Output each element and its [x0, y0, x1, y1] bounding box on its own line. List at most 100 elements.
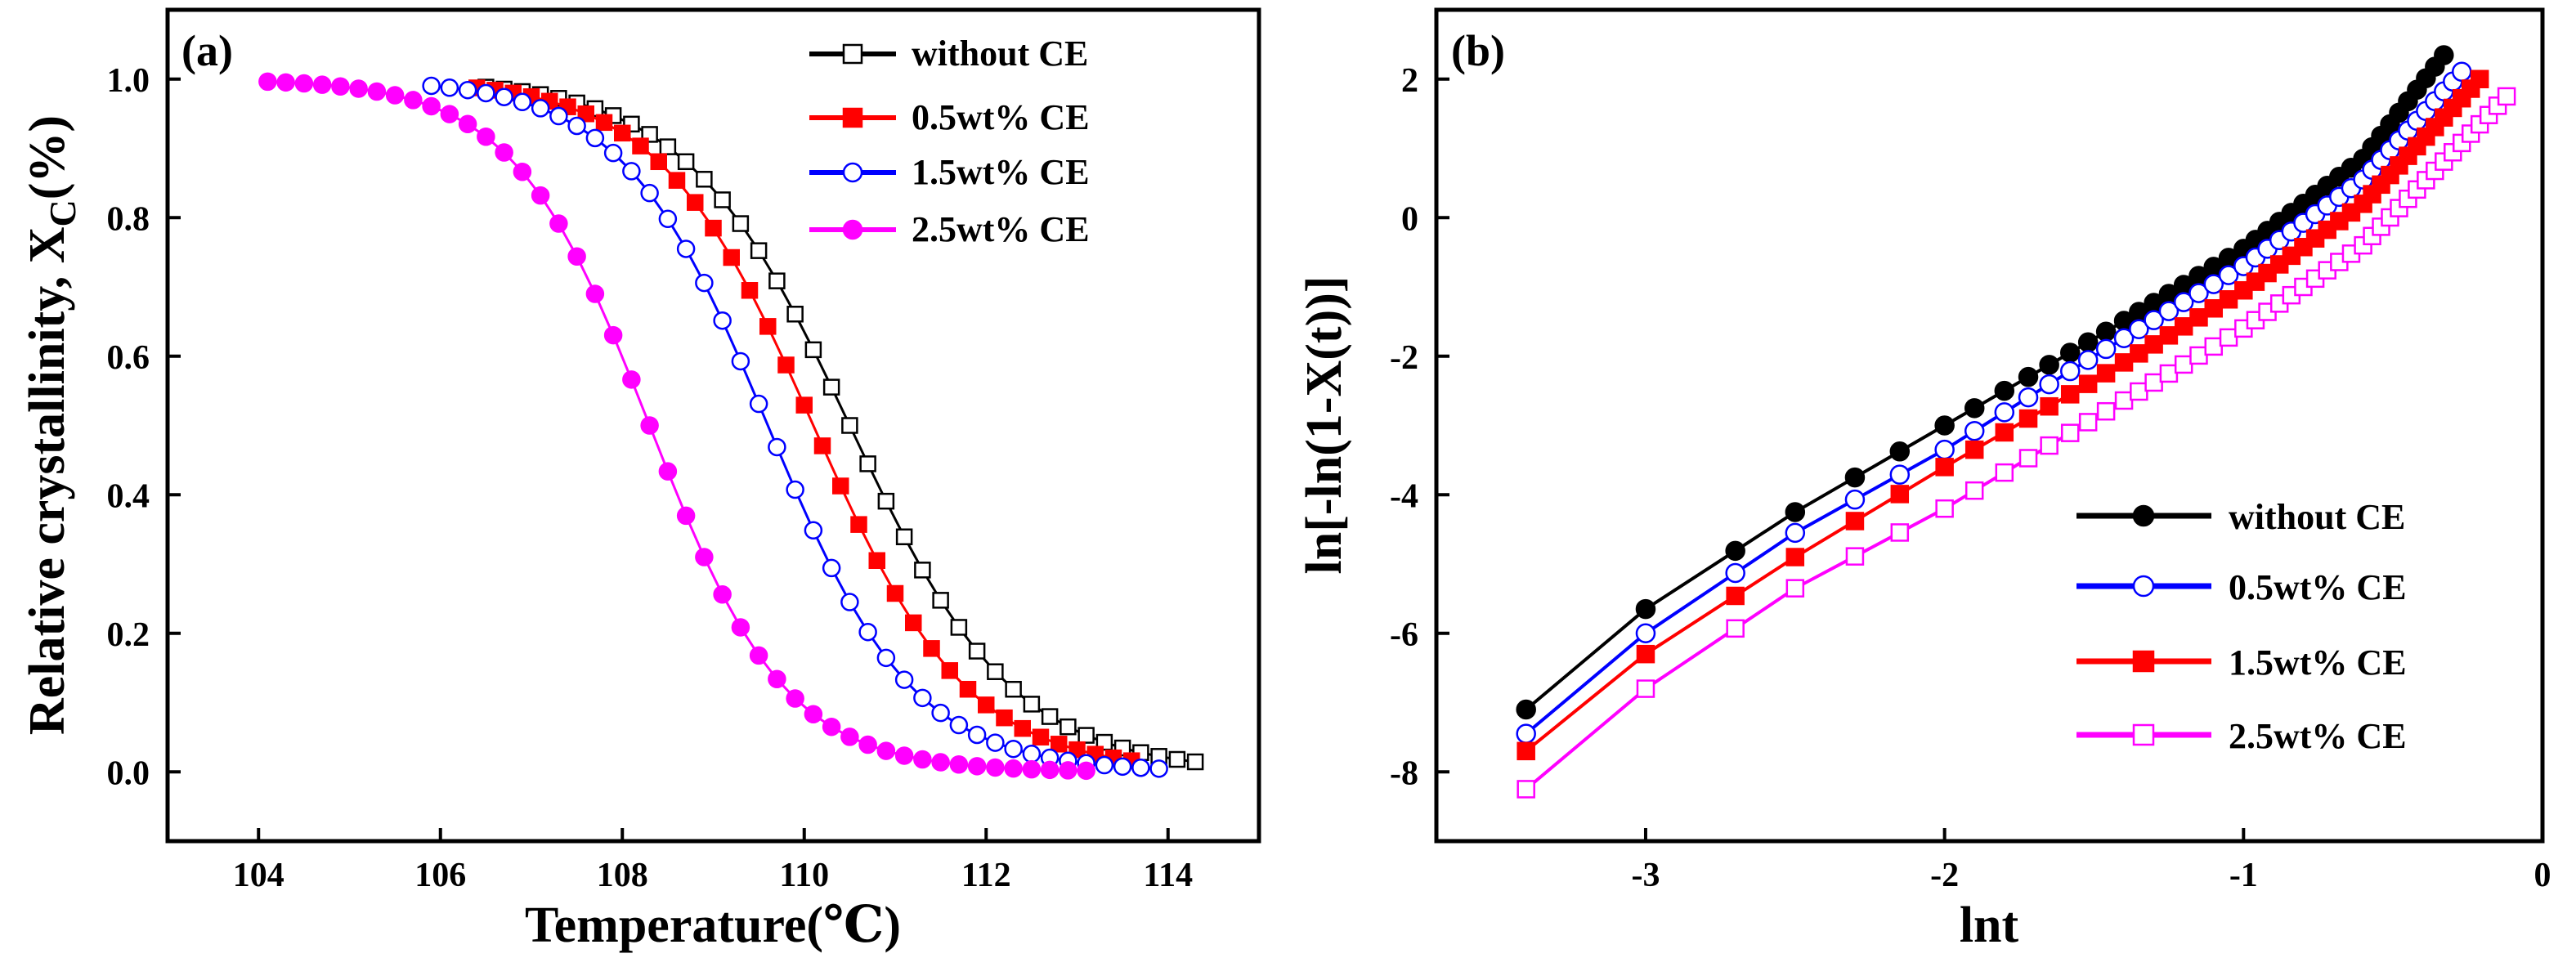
panel-a-series-0-point-13 — [714, 191, 731, 208]
panel-b-legend-label-1: 0.5wt% CE — [2229, 567, 2407, 607]
panel-a-legend-item-1: 0.5wt% CE — [809, 97, 1090, 137]
panel-a-x-ticks: 104 106 108 110 112 114 — [233, 828, 1193, 894]
panel-b-series-0-point-8 — [1994, 380, 2015, 401]
panel-b-series-1-point-1 — [1635, 623, 1656, 643]
panel-a-series-0-point-17 — [786, 306, 804, 323]
panel-b-series-3-point-21 — [2219, 328, 2238, 347]
panel-b-series-1-point-11 — [2059, 360, 2081, 382]
panel-a-series-2-point-9 — [585, 128, 605, 148]
panel-a-series-0-point-14 — [732, 215, 750, 232]
panel-a-series-0-point-16 — [768, 272, 786, 289]
panel-b-legend-label-0: without CE — [2229, 497, 2405, 537]
panel-a-y-ticks: 0.0 0.2 0.4 0.6 0.8 1.0 — [107, 62, 181, 792]
panel-a-series-3-point-45 — [1077, 761, 1095, 781]
panel-b-series-3-point-4 — [1845, 547, 1865, 566]
panel-a-y-label-tail: (%) — [20, 115, 75, 199]
panel-b-series-0-point-11 — [2059, 342, 2081, 363]
panel-a-series-0-point-28 — [987, 663, 1004, 680]
panel-b-label: (b) — [1451, 26, 1505, 75]
panel-b-series-1-point-43 — [2452, 61, 2472, 83]
panel-b-series-2-point-13 — [2096, 364, 2116, 383]
panel-a-series-3-point-16 — [549, 214, 568, 233]
panel-a-y-label-main: Relative crystallinity, X — [20, 226, 75, 735]
panel-a-y-tick-label-4: 0.8 — [107, 200, 150, 238]
panel-b-x-ticks: -3 -2 -1 0 — [1631, 828, 2551, 894]
panel-a-series-2-point-12 — [640, 183, 659, 203]
panel-b-series-2-point-19 — [2189, 308, 2208, 327]
panel-a-series-3-point-8 — [404, 91, 423, 110]
panel-a-series-2-point-13 — [658, 209, 678, 229]
panel-b-series-1-point-12 — [2077, 350, 2099, 370]
panel-a-series-3-point-14 — [513, 163, 532, 181]
panel-a-x-axis-label: Temperature(℃) — [525, 898, 901, 953]
panel-a-series-1-point-9 — [632, 137, 649, 154]
panel-b-series-2-point-11 — [2060, 385, 2080, 404]
panel-b-y-tick-label-3: -2 — [1390, 339, 1418, 377]
panel-a-series-1-point-12 — [687, 194, 704, 211]
panel-b-legend-label-3: 2.5wt% CE — [2229, 716, 2407, 756]
panel-b-series-2-point-5 — [1890, 485, 1910, 504]
panel-b-series-0-point-6 — [1934, 415, 1955, 436]
panel-a-series-2-point-10 — [603, 143, 623, 163]
panel-b-y-tick-label-0: -8 — [1390, 754, 1418, 792]
panel-b-series-0 — [1516, 45, 2454, 720]
panel-a-legend-icon-0 — [809, 43, 896, 65]
panel-a-series-1-point-20 — [832, 477, 849, 495]
panel-b-series-2-point-21 — [2219, 290, 2238, 309]
panel-a-series-2-point-31 — [986, 733, 1005, 752]
panel-a-series-0-point-15 — [750, 242, 768, 259]
panel-b-series-0-point-3 — [1785, 502, 1806, 522]
panel-a-series-0-point-31 — [1041, 708, 1059, 725]
panel-a-series-1-point-8 — [614, 124, 631, 142]
panel-b-series-1-point-8 — [1994, 402, 2015, 423]
panel-b-series-0-point-10 — [2039, 355, 2059, 375]
panel-b-series-3-point-14 — [2114, 391, 2134, 410]
panel-a-x-tick-label-0: 104 — [233, 857, 284, 894]
panel-a-legend-item-2: 1.5wt% CE — [809, 152, 1090, 192]
panel-a-series-3-point-20 — [622, 370, 641, 389]
panel-a-series-3-point-38 — [949, 754, 969, 774]
panel-b-series-1-point-3 — [1785, 522, 1806, 544]
panel-a-legend-label-2: 1.5wt% CE — [912, 152, 1090, 192]
panel-a-series-3-point-37 — [931, 753, 950, 772]
panel-b-series-0-point-9 — [2018, 366, 2039, 387]
panel-a-frame — [165, 7, 1261, 844]
panel-b-series-2-point-6 — [1935, 458, 1954, 477]
panel-a-y-tick-label-0: 0.0 — [107, 754, 150, 792]
panel-a-series-3-point-28 — [768, 669, 786, 688]
panel-b-legend-item-3: 2.5wt% CE — [2076, 716, 2407, 756]
panel-a-series-0-point-33 — [1077, 727, 1095, 744]
panel-b-series-2-point-2 — [1726, 586, 1745, 606]
panel-a-series-0-point-12 — [696, 171, 713, 188]
panel-a-series-2-point-37 — [1095, 755, 1114, 775]
panel-a-series-0-point-20 — [841, 417, 858, 434]
panel-b-series-3-point-9 — [2018, 449, 2038, 468]
panel-a-series-2-point-4 — [495, 87, 513, 106]
panel-a-series-0-point-29 — [1005, 680, 1022, 698]
panel-a-y-tick-label-3: 0.6 — [107, 339, 150, 377]
panel-b-series-1-point-9 — [2018, 387, 2039, 408]
panel-a-legend-label-3: 2.5wt% CE — [912, 209, 1090, 249]
panel-a-x-tick-label-2: 108 — [597, 857, 648, 894]
panel-a-series-1-point-17 — [777, 356, 795, 374]
panel-b-series-0-point-5 — [1889, 441, 1911, 462]
panel-a-series-0-point-19 — [822, 378, 840, 396]
panel-b: -3 -2 -1 0 -8 -6 -4 -2 0 2 (b) lnt ln[-ln(1-X(t)… — [1297, 7, 2551, 953]
panel-a-series-1-point-16 — [759, 318, 777, 335]
panel-b-series-3-point-48 — [2497, 87, 2516, 106]
panel-b-series-2-point-4 — [1845, 512, 1865, 531]
panel-b-series-3-point-5 — [1890, 523, 1910, 542]
panel-b-series-3-point-15 — [2130, 382, 2148, 401]
panel-a-series-2-point-27 — [913, 688, 932, 708]
panel-a-series-3-point-31 — [822, 717, 841, 736]
panel-b-legend-marker-1 — [2132, 575, 2155, 598]
panel-b-series-0-point-2 — [1725, 540, 1745, 562]
panel-b-x-tick-label-1: -2 — [1930, 857, 1959, 894]
panel-a-series-3-point-0 — [258, 72, 277, 92]
panel-b-series-3-point-8 — [1995, 463, 2014, 482]
panel-a-series-3-point-21 — [640, 416, 659, 435]
panel-a-series-3-point-3 — [312, 75, 332, 94]
panel-b-series-0-point-41 — [2434, 45, 2454, 65]
panel-a-series-3-point-13 — [495, 143, 513, 162]
panel-a-label: (a) — [181, 26, 233, 75]
